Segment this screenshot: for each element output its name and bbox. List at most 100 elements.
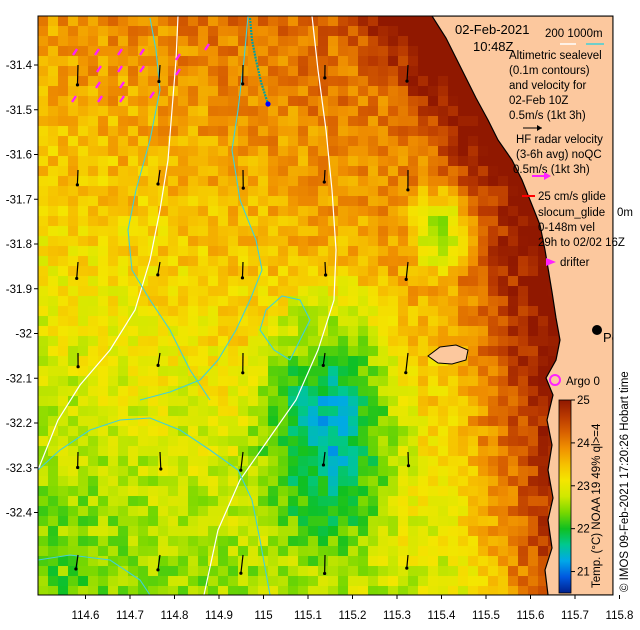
temp-pixel	[168, 66, 178, 76]
temp-pixel	[258, 246, 268, 256]
temp-pixel	[408, 546, 418, 556]
temp-pixel	[388, 386, 398, 396]
temp-pixel	[128, 566, 138, 576]
temp-pixel	[98, 446, 108, 456]
temp-pixel	[388, 226, 398, 236]
velocity-arrow-head	[74, 567, 78, 571]
temp-pixel	[298, 316, 308, 326]
temp-pixel	[338, 506, 348, 516]
temp-pixel	[78, 506, 88, 516]
temp-pixel	[48, 46, 58, 56]
temp-pixel	[398, 326, 408, 336]
temp-pixel	[218, 126, 228, 136]
temp-pixel	[378, 386, 388, 396]
temp-pixel	[238, 546, 248, 556]
temp-pixel	[358, 586, 368, 595]
temp-pixel	[348, 326, 358, 336]
temp-pixel	[208, 276, 218, 286]
temp-pixel	[358, 306, 368, 316]
temp-pixel	[418, 446, 428, 456]
temp-pixel	[188, 246, 198, 256]
temp-pixel	[368, 336, 378, 346]
temp-pixel	[48, 466, 58, 476]
temp-pixel	[348, 486, 358, 496]
temp-pixel	[378, 166, 388, 176]
temp-pixel	[398, 86, 408, 96]
temp-pixel	[268, 136, 278, 146]
temp-pixel	[278, 266, 288, 276]
temp-pixel	[528, 496, 538, 506]
temp-pixel	[508, 516, 518, 526]
temp-pixel	[398, 506, 408, 516]
altimetric-line-5: 0.5m/s (1kt 3h)	[509, 110, 586, 122]
temp-pixel	[218, 406, 228, 416]
temp-pixel	[408, 306, 418, 316]
drifter-vector	[175, 53, 181, 61]
velocity-arrow	[76, 261, 79, 279]
temp-pixel	[438, 296, 448, 306]
temp-pixel	[78, 16, 88, 26]
temp-pixel	[108, 156, 118, 166]
temp-pixel	[198, 566, 208, 576]
temp-pixel	[438, 86, 448, 96]
temp-pixel	[378, 336, 388, 346]
temp-pixel	[488, 496, 498, 506]
temp-pixel	[58, 516, 68, 526]
temp-pixel	[248, 506, 258, 516]
temp-pixel	[468, 576, 478, 586]
temp-pixel	[148, 476, 158, 486]
temp-pixel	[478, 326, 488, 336]
temp-pixel	[488, 246, 498, 256]
colorbar-tick-label: 23	[577, 481, 590, 493]
temp-pixel	[128, 376, 138, 386]
temp-pixel	[308, 516, 318, 526]
temp-pixel	[518, 236, 528, 246]
temp-pixel	[48, 156, 58, 166]
temp-pixel	[418, 56, 428, 66]
temp-pixel	[318, 436, 328, 446]
temp-pixel	[358, 376, 368, 386]
temp-pixel	[298, 206, 308, 216]
temp-pixel	[448, 216, 458, 226]
temp-pixel	[178, 416, 188, 426]
temp-pixel	[528, 346, 538, 356]
velocity-arrow-head	[405, 566, 409, 570]
temp-pixel	[268, 46, 278, 56]
temp-pixel	[398, 516, 408, 526]
temp-pixel	[468, 406, 478, 416]
temp-pixel	[228, 96, 238, 106]
lat-tick-label: -31.7	[6, 194, 32, 206]
temp-pixel	[238, 306, 248, 316]
temp-pixel	[418, 516, 428, 526]
temp-pixel	[178, 126, 188, 136]
temp-pixel	[78, 136, 88, 146]
temp-pixel	[348, 336, 358, 346]
temp-pixel	[538, 586, 548, 595]
temp-pixel	[268, 126, 278, 136]
temp-pixel	[378, 296, 388, 306]
drifter-vector	[204, 43, 210, 51]
temp-pixel	[268, 176, 278, 186]
temp-pixel	[248, 376, 258, 386]
temp-pixel	[158, 236, 168, 246]
temp-pixel	[118, 156, 128, 166]
lon-tick-label: 114.9	[205, 610, 233, 622]
temp-pixel	[268, 416, 278, 426]
temp-pixel	[388, 106, 398, 116]
temp-pixel	[58, 456, 68, 466]
temp-pixel	[388, 466, 398, 476]
temp-pixel	[458, 246, 468, 256]
temp-pixel	[308, 576, 318, 586]
lat-tick-label: -32.1	[6, 373, 32, 385]
temp-pixel	[218, 116, 228, 126]
temp-pixel	[138, 396, 148, 406]
temp-pixel	[328, 256, 338, 266]
drifter-vector	[94, 48, 100, 56]
temp-pixel	[298, 386, 308, 396]
temp-pixel	[338, 136, 348, 146]
temp-pixel	[308, 236, 318, 246]
temp-pixel	[398, 116, 408, 126]
temp-pixel	[58, 386, 68, 396]
temp-pixel	[338, 336, 348, 346]
temp-pixel	[38, 246, 48, 256]
